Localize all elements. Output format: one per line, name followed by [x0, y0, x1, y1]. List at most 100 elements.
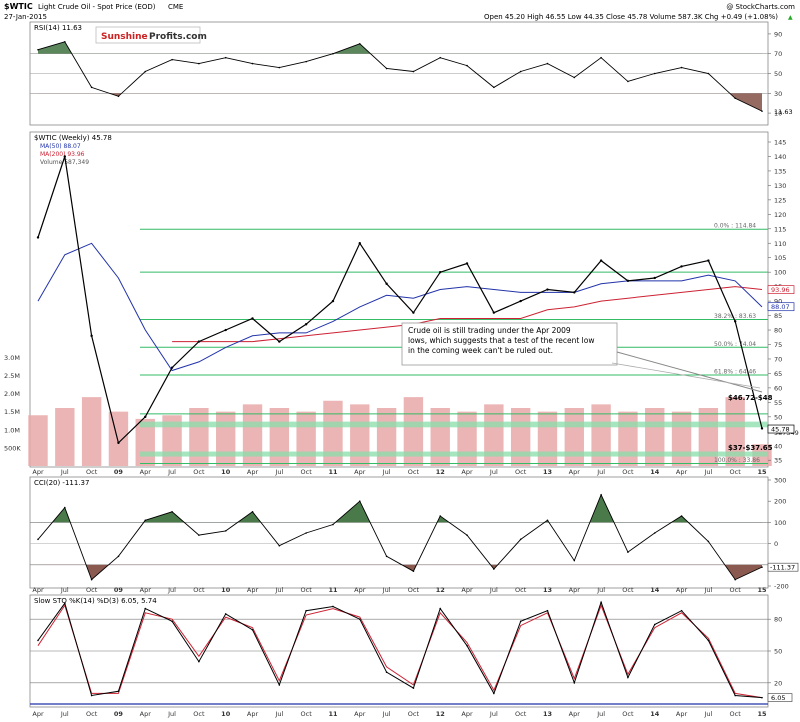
price-point: [465, 262, 469, 265]
sto-layer: 80 50 20 6.05: [30, 600, 793, 705]
price-axis-tick-label: 80: [774, 327, 782, 335]
price-axis-tick-label: 50: [774, 413, 782, 421]
rsi-last-value: 11.63: [774, 108, 793, 116]
price-point: [546, 288, 549, 291]
cci-point: [412, 570, 415, 572]
x-tick-label: Oct: [622, 586, 634, 594]
sto-k-point: [198, 660, 200, 663]
x-tick-label: Apr: [676, 586, 688, 594]
header-exchange: CME: [168, 3, 183, 11]
x-tick-label: Oct: [86, 710, 98, 718]
x-tick-label: Apr: [140, 710, 152, 718]
sto-k-point: [37, 639, 39, 642]
x-tick-label: Apr: [461, 710, 473, 718]
price-point: [251, 317, 254, 320]
x-tick-label: Apr: [247, 710, 259, 718]
annotation-line: in the coming week can't be ruled out.: [408, 346, 553, 355]
header-instrument: Light Crude Oil - Spot Price (EOD): [38, 3, 156, 11]
volume-bar: [671, 411, 692, 466]
legend-ma200: MA(200) 93.96: [40, 151, 85, 158]
x-tick-label: Jul: [60, 468, 69, 476]
rsi-title: RSI(14) 11.63: [34, 24, 82, 32]
price-axis-tick-label: 85: [774, 312, 782, 320]
price-point: [224, 328, 227, 332]
price-axis-tick-label: 115: [774, 225, 786, 233]
x-tick-label: Oct: [408, 586, 420, 594]
rsi-point: [412, 70, 415, 73]
rsi-axis-tick-label: 30: [774, 90, 782, 98]
x-axis-layer: Apr Jul Oct 09 Apr Jul Oct 10 Apr Jul Oct 11 Apr Jul O…: [32, 468, 767, 718]
rsi-point: [653, 72, 656, 75]
rsi-point: [600, 56, 602, 59]
support-zone: [140, 451, 768, 457]
right-label: 88.07: [771, 303, 790, 311]
rsi-point: [680, 66, 683, 69]
cci-axis-tick-label: -200: [774, 583, 789, 591]
cci-point: [171, 511, 173, 513]
sto-last-box: [767, 693, 793, 702]
x-tick-label: Oct: [86, 468, 98, 476]
cci-point: [600, 494, 602, 496]
x-tick-label: Apr: [140, 586, 152, 594]
rsi-axis-tick-label: 70: [774, 50, 782, 58]
x-tick-label: Jul: [60, 710, 69, 718]
support-zone: [140, 421, 768, 428]
sto-k-point: [627, 676, 629, 679]
price-point: [680, 265, 683, 268]
header-ohlc: Open 45.20 High 46.55 Low 44.35 Close 45…: [484, 13, 778, 21]
cci-axis-tick-label: 200: [774, 498, 786, 506]
price-axis-tick-label: 60: [774, 384, 782, 392]
rsi-axis-tick-label: 10: [774, 110, 782, 118]
volume-bar: [55, 408, 75, 466]
sto-k-point: [332, 605, 334, 608]
cci-point: [305, 532, 307, 534]
cci-point: [680, 515, 683, 517]
price-point: [707, 259, 710, 262]
rsi-point: [224, 56, 227, 59]
volume-bar: [242, 404, 263, 466]
rsi-point: [37, 48, 39, 51]
cci-point: [519, 538, 522, 541]
rsi-axis-tick-label: 90: [774, 30, 782, 38]
volume-bar: [618, 411, 638, 466]
right-label-box: [767, 302, 795, 312]
x-tick-label: 10: [221, 586, 231, 594]
price-point: [519, 299, 522, 303]
price-point: [117, 441, 120, 445]
sto-k-point: [680, 609, 683, 612]
price-point: [733, 320, 737, 323]
price-axis-tick-label: 40: [774, 442, 782, 450]
price-line: [37, 156, 763, 445]
cci-point: [198, 534, 200, 536]
cci-point: [37, 538, 39, 541]
price-title: $WTIC (Weekly) 45.78: [34, 134, 112, 142]
brand-part2: Profits.com: [149, 32, 207, 42]
sto-k-point: [224, 613, 227, 615]
rsi-point: [761, 110, 763, 112]
sto-k-point: [358, 618, 361, 620]
brand-part1: Sunshine: [101, 32, 148, 42]
sto-title: Slow STO %K(14) %D(3) 6.05, 5.74: [34, 597, 157, 605]
sto-k-point: [653, 623, 656, 626]
volume-bar: [28, 415, 48, 466]
cci-point: [439, 515, 442, 517]
x-tick-label: Apr: [32, 468, 44, 476]
x-tick-label: 09: [114, 468, 124, 476]
annotation-callout: Crude oil is still trading under the Apr…: [401, 322, 763, 393]
sto-k-point: [171, 620, 173, 623]
annotation-text: Crude oil is still trading under the Apr…: [408, 326, 595, 355]
ma200-line: [172, 286, 763, 343]
rsi-point: [734, 97, 736, 100]
price-point: [170, 366, 174, 369]
cci-axis-tick-label: 0: [774, 540, 778, 548]
x-tick-label: Jul: [382, 710, 391, 718]
rsi-point: [171, 58, 173, 61]
price-point: [760, 427, 764, 430]
x-tick-label: 11: [328, 586, 338, 594]
price-axis-tick-label: 145: [774, 139, 786, 147]
x-tick-label: Jul: [489, 586, 498, 594]
x-tick-label: Oct: [301, 468, 313, 476]
volume-bar: [484, 404, 504, 466]
